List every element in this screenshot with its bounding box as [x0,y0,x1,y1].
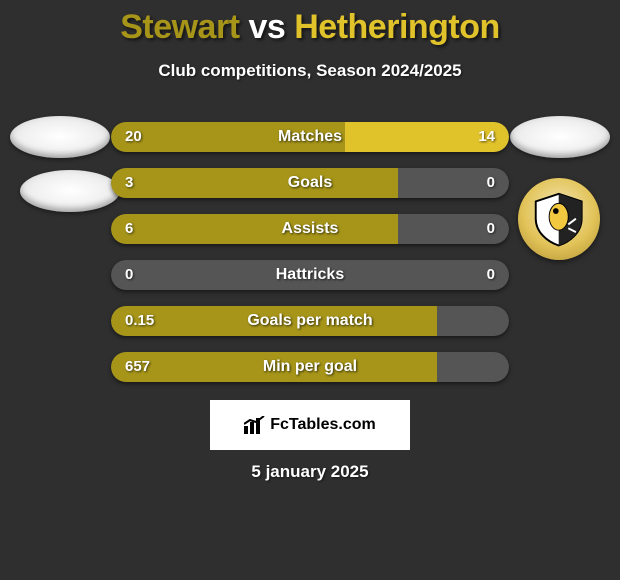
right-club-crest-2 [518,178,600,260]
stat-label: Goals [111,168,509,198]
right-club-crest-1 [510,116,610,158]
stat-row: 60Assists [111,214,509,244]
attribution-badge: FcTables.com [210,400,410,450]
stat-label: Assists [111,214,509,244]
stat-label: Goals per match [111,306,509,336]
stat-row: 0.15Goals per match [111,306,509,336]
left-club-crest-1 [10,116,110,158]
stat-row: 30Goals [111,168,509,198]
title-vs: vs [240,8,295,46]
stat-label: Hattricks [111,260,509,290]
player-right-name: Hetherington [294,8,500,46]
stat-row: 00Hattricks [111,260,509,290]
stat-row: 2014Matches [111,122,509,152]
stat-row: 657Min per goal [111,352,509,382]
chart-icon [244,416,266,434]
stat-label: Matches [111,122,509,152]
shield-icon [530,190,587,247]
subtitle: Club competitions, Season 2024/2025 [0,61,620,81]
attribution-text: FcTables.com [270,416,376,434]
left-club-crest-2 [20,170,120,212]
page-title: Stewart vs Hetherington [0,0,620,47]
stat-label: Min per goal [111,352,509,382]
player-left-name: Stewart [120,8,239,46]
stat-bars: 2014Matches 30Goals 60Assists 00Hattricks 0.… [111,122,509,398]
comparison-card: Stewart vs Hetherington Club competition… [0,0,620,580]
date-text: 5 january 2025 [0,462,620,482]
